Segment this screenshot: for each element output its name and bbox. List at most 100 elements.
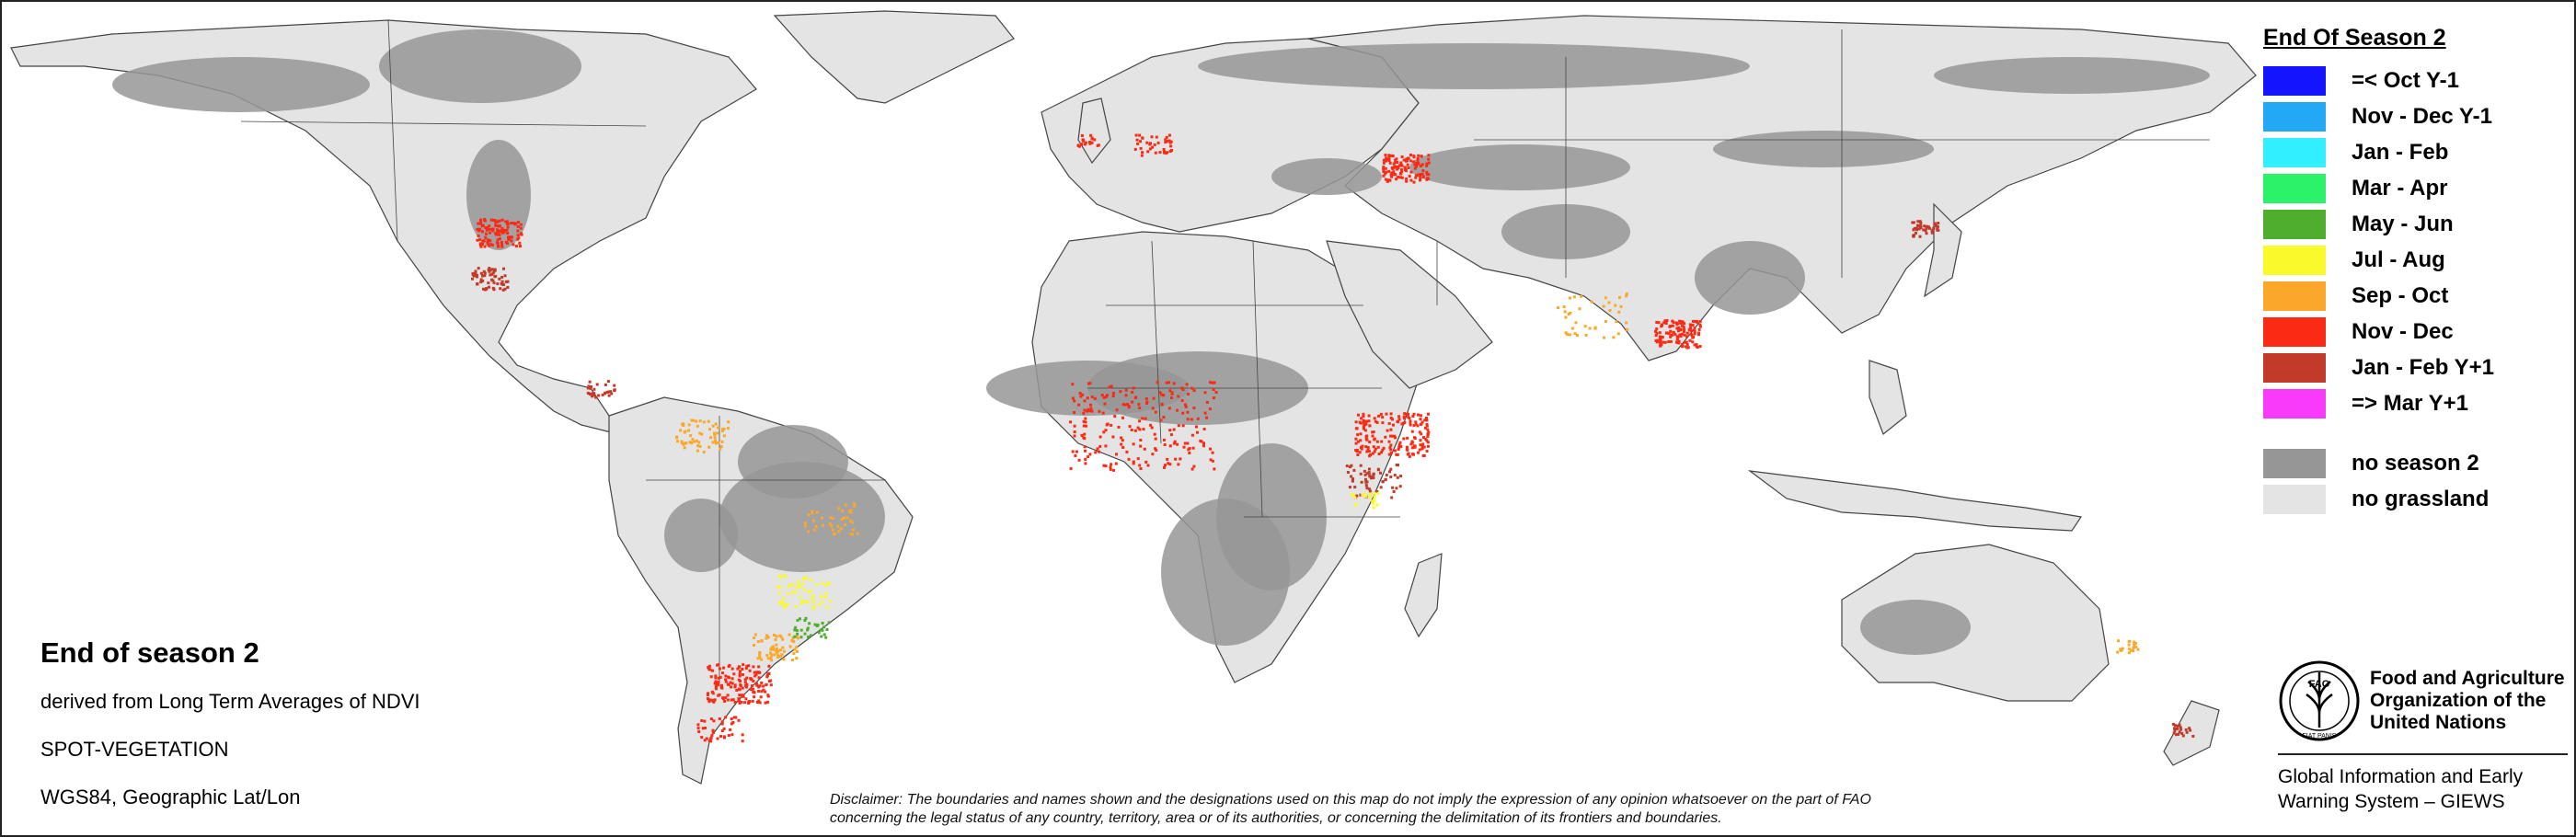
season-pixel [1689,326,1693,329]
season-pixel [1371,499,1374,503]
season-pixel [790,590,794,594]
season-pixel [740,700,743,704]
season-pixel [1190,418,1193,421]
season-pixel [780,601,784,604]
season-pixel [711,669,715,672]
season-pixel [1093,138,1097,142]
season-pixel [1184,405,1188,408]
season-pixel [506,286,510,289]
season-pixel [491,229,495,233]
season-pixel [1371,476,1374,479]
season-pixel [1408,454,1411,458]
season-pixel [707,667,711,671]
season-pixel [1419,178,1421,182]
season-pixel [492,281,496,284]
season-pixel [1400,170,1404,174]
season-pixel [1152,396,1156,400]
season-pixel [1607,301,1611,304]
season-pixel [1165,135,1168,139]
season-pixel [1387,440,1391,443]
season-pixel [1155,135,1158,139]
season-pixel [1115,453,1118,456]
season-pixel [477,222,480,225]
season-pixel [721,671,724,675]
season-pixel [727,675,730,679]
season-pixel [1360,447,1363,451]
season-pixel [719,684,723,688]
season-pixel [1389,467,1393,471]
season-pixel [829,516,833,520]
season-pixel [770,647,774,650]
season-pixel [1100,394,1104,396]
season-pixel [1141,151,1144,155]
season-pixel [1697,333,1700,337]
season-pixel [1354,449,1358,452]
season-pixel [1088,453,1092,456]
season-pixel [1407,416,1410,418]
season-pixel [592,387,596,391]
season-pixel [1156,141,1160,144]
season-pixel [1170,391,1174,395]
season-pixel [479,245,483,248]
season-pixel [2136,648,2140,651]
season-pixel [1368,424,1372,428]
season-pixel [1191,446,1195,450]
season-pixel [683,446,686,450]
season-pixel [1393,474,1397,477]
season-pixel [809,634,812,637]
season-pixel [745,664,749,668]
season-pixel [1181,411,1185,415]
season-pixel [1389,434,1392,438]
season-pixel [1662,321,1666,325]
season-pixel [1146,464,1150,467]
season-pixel [1654,329,1657,333]
season-pixel [1689,328,1693,332]
season-pixel [516,229,520,233]
season-pixel [1389,154,1393,157]
season-pixel [1421,169,1425,173]
season-pixel [1083,399,1087,403]
legend-swatch [2263,352,2326,383]
season-pixel [1103,402,1107,406]
season-pixel [1351,493,1354,497]
season-pixel [1124,394,1128,397]
season-pixel [1394,165,1397,168]
map-info: End of season 2 derived from Long Term A… [40,636,420,833]
season-pixel [732,716,736,719]
season-pixel [1120,436,1123,440]
season-pixel [1693,329,1696,333]
season-pixel [1405,177,1409,180]
season-pixel [519,245,522,248]
season-pixel [743,681,747,684]
season-pixel [1393,166,1396,169]
season-pixel [1375,490,1379,493]
season-pixel [1420,420,1424,424]
season-pixel [726,698,730,702]
season-pixel [1138,133,1142,137]
season-pixel [1101,411,1105,415]
season-pixel [516,237,520,241]
no-season-region [1409,144,1630,190]
season-pixel [724,716,728,719]
season-pixel [779,576,783,579]
season-pixel [844,503,847,507]
season-pixel [488,224,491,228]
season-pixel [778,655,782,659]
season-pixel [1119,390,1122,394]
season-pixel [1192,407,1196,410]
season-pixel [795,649,799,653]
season-pixel [1382,167,1386,171]
season-pixel [1937,222,1940,224]
season-pixel [794,605,798,608]
fao-divider [2278,753,2568,755]
season-pixel [717,682,720,686]
season-pixel [1557,306,1559,310]
season-pixel [504,280,508,283]
season-pixel [1136,426,1140,430]
season-pixel [788,583,792,587]
legend-swatch [2263,245,2326,275]
season-pixel [1397,464,1399,467]
season-pixel [1082,436,1086,440]
season-pixel [812,605,816,609]
fao-name-line-1: Food and Agriculture [2370,668,2565,689]
